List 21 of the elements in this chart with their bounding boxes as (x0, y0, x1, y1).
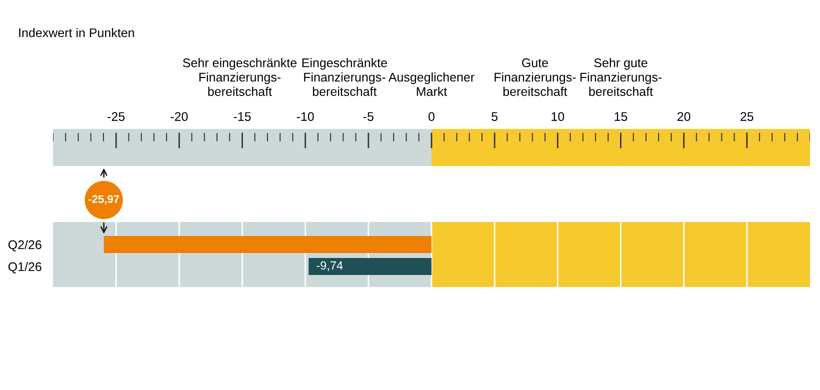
text: Sehr eingeschränkte Finanzierungs- bereitschaft (182, 58, 297, 96)
x2-tick-label: -25 (108, 112, 125, 121)
x2-tick-label: 0 (428, 112, 434, 121)
x2-tick-label: 15 (614, 112, 628, 121)
x2-tick-label: -10 (296, 112, 314, 121)
text: -25,97 (88, 195, 120, 205)
data-label: -9,74 (316, 261, 343, 272)
text: Eingeschränkte Finanzierungs- bereitschaft (302, 58, 387, 96)
text: Gute Finanzierungs- bereitschaft (494, 58, 576, 96)
text: Ausgeglichener Markt (388, 72, 474, 96)
x2-tick-label: 5 (492, 112, 498, 121)
chart-subtitle: Indexwert in Punkten (19, 28, 134, 38)
x2-tick-label: 25 (740, 112, 754, 121)
x2-tick-label: -15 (234, 112, 251, 121)
x2-tick-label: 20 (678, 112, 690, 121)
x2-tick-label: 10 (552, 112, 564, 121)
text: Sehr gute Finanzierungs- bereitschaft (580, 58, 662, 96)
x2-tick-label: -5 (363, 112, 374, 121)
y-tick-label: Q2/26 (8, 240, 42, 252)
x2-tick-label: -20 (170, 112, 188, 121)
y-tick-label: Q1/26 (8, 262, 42, 274)
